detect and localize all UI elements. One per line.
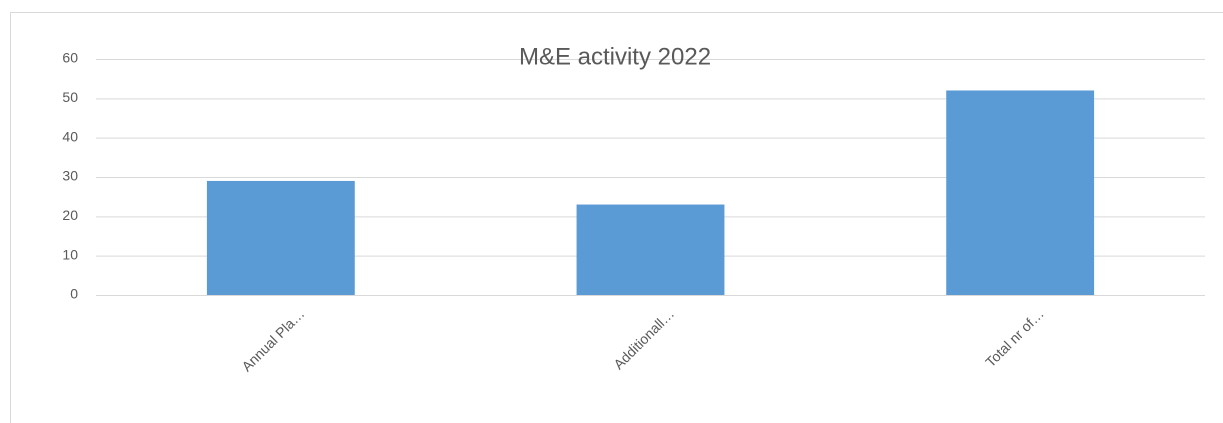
x-tick-label: Additionall… [610,305,677,372]
chart-frame [10,12,1223,423]
bar [576,204,725,295]
y-tick-label: 30 [62,168,78,184]
y-tick-label: 40 [62,128,78,144]
chart-title: M&E activity 2022 [519,43,711,70]
bar [206,180,355,295]
y-tick-label: 50 [62,89,78,105]
x-tick-label: Annual Pla… [238,305,307,374]
y-tick-label: 20 [62,207,78,223]
y-tick-label: 0 [70,286,78,302]
bar [946,90,1095,295]
y-tick-label: 60 [62,50,78,66]
x-tick-label: Total nr of… [982,305,1047,370]
y-tick-label: 10 [62,246,78,262]
